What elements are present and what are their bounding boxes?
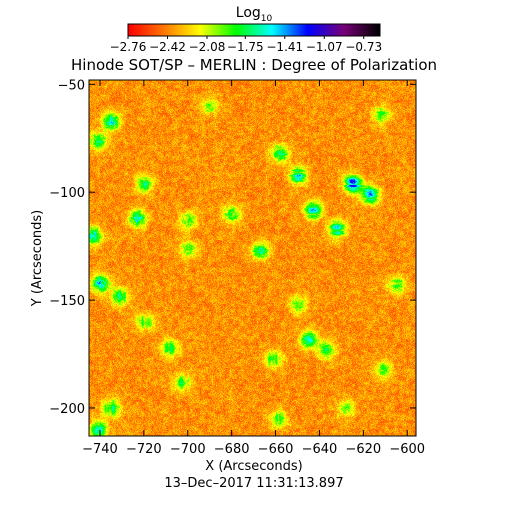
colorbar-tick-label: −2.42 (149, 40, 186, 54)
x-tick-label: −620 (345, 442, 381, 457)
colorbar-tick-label: −1.75 (227, 40, 264, 54)
colorbar-tick-label: −2.08 (189, 40, 226, 54)
y-tick-label: −200 (49, 402, 85, 417)
y-axis-label: Y (Arcseconds) (30, 210, 45, 307)
x-tick-label: −660 (258, 442, 294, 457)
colorbar (128, 24, 380, 36)
timestamp: 13–Dec–2017 11:31:13.897 (164, 476, 343, 491)
polarization-map (89, 80, 416, 436)
colorbar-ticks: −2.76 −2.42 −2.08 −1.75 −1.41 −1.07 −0.73 (110, 36, 382, 54)
colorbar-tick-label: −1.07 (306, 40, 343, 54)
x-tick-label: −700 (170, 442, 206, 457)
colorbar-frame (127, 23, 381, 37)
plot-frame (88, 79, 417, 437)
y-tick-label: −150 (49, 294, 85, 309)
x-tick-label: −680 (214, 442, 250, 457)
colorbar-tick-label: −1.41 (266, 40, 303, 54)
colorbar-tick-label: −2.76 (110, 40, 147, 54)
x-tick-label: −720 (126, 442, 162, 457)
x-tick-label: −600 (389, 442, 425, 457)
x-tick-label: −740 (82, 442, 118, 457)
chart-title: Hinode SOT/SP – MERLIN : Degree of Polar… (71, 56, 437, 74)
colorbar-tick-label: −0.73 (345, 40, 382, 54)
y-tick-label: −100 (49, 186, 85, 201)
x-axis-ticks: −740 −720 −700 −680 −660 −640 −620 −600 (82, 80, 425, 457)
x-axis-label: X (Arcseconds) (205, 459, 302, 474)
y-tick-label: −50 (58, 78, 85, 93)
y-axis-ticks: −200 −150 −100 −50 (49, 78, 416, 417)
colorbar-label: Log10 (236, 5, 273, 24)
x-tick-label: −640 (302, 442, 338, 457)
